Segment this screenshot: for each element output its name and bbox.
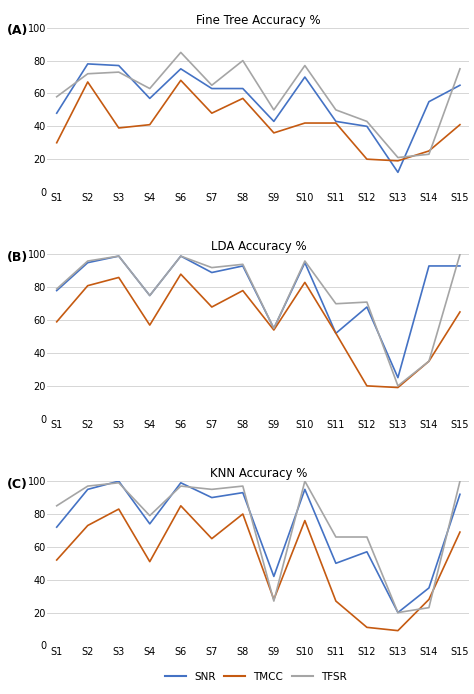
Text: (B): (B) (7, 251, 28, 264)
Text: (A): (A) (7, 24, 29, 37)
Text: (C): (C) (7, 478, 28, 491)
Title: KNN Accuracy %: KNN Accuracy % (210, 467, 307, 480)
Title: LDA Accuracy %: LDA Accuracy % (210, 240, 306, 253)
Legend: SNR, TMCC, TFSR: SNR, TMCC, TFSR (161, 668, 351, 686)
Title: Fine Tree Accuracy %: Fine Tree Accuracy % (196, 14, 320, 26)
